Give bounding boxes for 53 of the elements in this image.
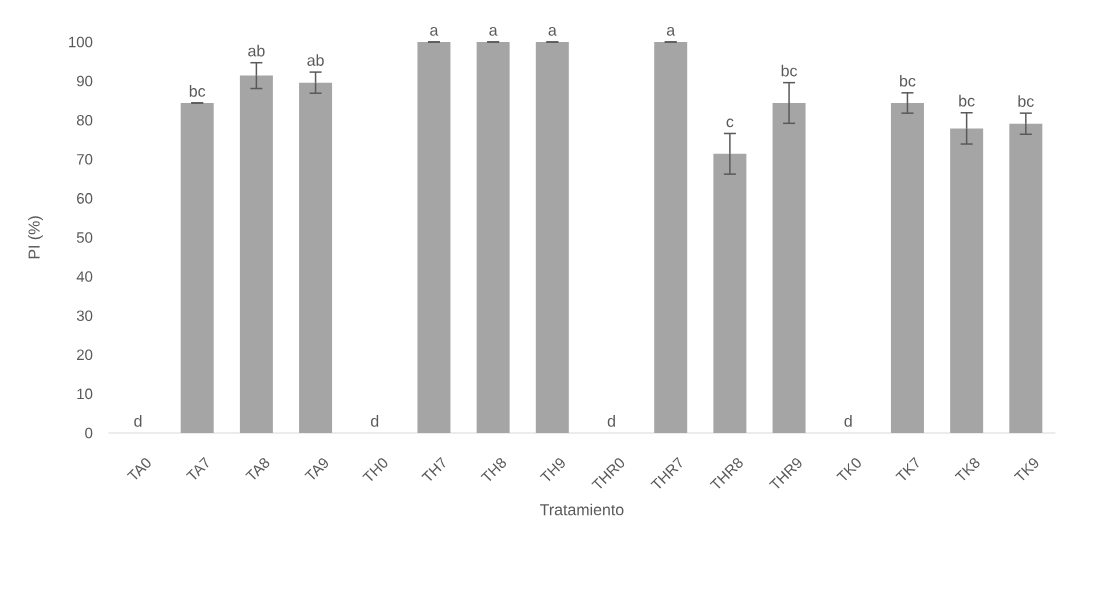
y-tick-label: 40 [76,271,93,282]
annotation: d [607,415,615,427]
bar [1009,123,1043,433]
annotation: bc [959,94,975,107]
y-tick-label: 30 [76,310,93,321]
bar [476,41,510,433]
y-tick-label: 80 [76,114,93,126]
annotation: d [134,415,142,427]
x-tick-label: TH0 [362,458,388,481]
y-tick-label: 10 [77,388,93,400]
x-tick-label: TA7 [185,456,209,480]
y-tick-label: 0 [85,427,93,439]
x-tick-label: TA9 [304,458,328,480]
annotation: bc [900,74,916,87]
bar [535,41,569,433]
x-tick-label: TA8 [245,458,270,480]
bar [239,75,273,433]
x-tick-label: TK8 [954,458,980,481]
bar [772,102,806,433]
annotation: c [726,118,734,128]
y-tick-label: 70 [77,153,93,165]
annotation: a [489,27,498,36]
x-tick-label: TA0 [126,458,151,480]
y-tick-label: 60 [77,193,93,204]
annotation: bc [781,64,798,77]
annotation: a [666,27,676,36]
bar [654,41,688,433]
bar [713,153,747,433]
bar [890,102,924,433]
bar [417,41,451,433]
bar [950,128,984,433]
annotation: ab [248,44,265,57]
annotation: bc [189,85,206,97]
x-tick-label: TH7 [421,456,446,481]
y-tick-label: 20 [77,349,93,361]
y-tick-label: 50 [76,232,93,243]
y-tick-label: 90 [76,75,93,87]
annotation: a [430,27,439,36]
annotation: bc [1018,95,1034,107]
x-axis-title: Tratamiento [540,503,624,516]
x-tick-label: TH9 [539,458,565,481]
annotation: ab [307,54,324,66]
annotation: d [844,415,852,427]
x-tick-label: TK7 [895,456,919,481]
bar [180,102,214,433]
bar [299,82,333,433]
y-tick-label: 100 [69,36,93,48]
y-axis-title: PI (%) [28,216,43,259]
annotation: a [548,27,557,36]
x-tick-label: TK9 [1013,458,1039,481]
annotation: d [371,415,379,427]
x-tick-label: TH8 [480,458,507,481]
x-tick-label: TK0 [836,458,861,481]
